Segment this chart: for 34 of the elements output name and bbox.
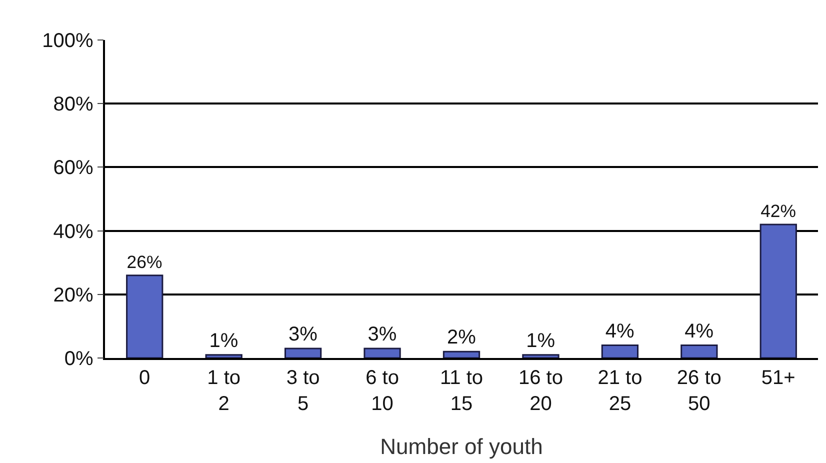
bar <box>680 344 718 358</box>
data-label: 26% <box>126 252 162 272</box>
data-label: 42% <box>760 201 796 222</box>
x-tick-label: 51+ <box>761 366 796 389</box>
x-tick-label: 16 to 20 <box>518 366 563 415</box>
data-label: 4% <box>605 320 635 342</box>
x-tick-label: 1 to 2 <box>207 366 241 415</box>
data-label: 2% <box>446 326 476 349</box>
bar <box>760 224 797 358</box>
x-tick-label: 26 to 50 <box>676 366 722 415</box>
x-tick-label: 21 to 25 <box>598 366 642 415</box>
bar <box>284 348 322 358</box>
y-tick-label: 40% <box>53 220 94 243</box>
data-label: 3% <box>368 323 397 346</box>
bar <box>126 274 164 358</box>
bar <box>601 344 639 358</box>
data-label: 3% <box>288 323 318 346</box>
bar <box>442 350 480 358</box>
bar <box>205 354 242 358</box>
y-tick-label: 60% <box>53 157 94 180</box>
x-tick-label: 3 to 5 <box>286 366 320 415</box>
bar <box>522 354 560 358</box>
data-label: 1% <box>526 330 556 352</box>
y-tick-label: 20% <box>53 284 94 306</box>
y-tick-label: 0% <box>64 348 94 370</box>
y-tick-label: 80% <box>53 94 94 116</box>
data-label: 4% <box>684 320 714 342</box>
bar <box>364 348 401 358</box>
x-tick-label: 0 <box>139 366 150 389</box>
x-tick-label: 6 to 10 <box>366 366 399 415</box>
data-label: 1% <box>209 330 238 352</box>
x-tick-label: 11 to 15 <box>440 366 483 415</box>
y-tick-label: 100% <box>42 30 94 52</box>
x-axis-title: Number of youth <box>380 434 543 460</box>
